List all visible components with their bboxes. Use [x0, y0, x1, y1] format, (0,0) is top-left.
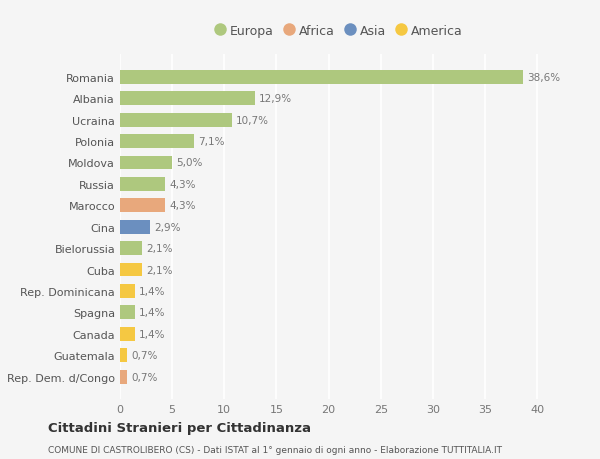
Text: 12,9%: 12,9%: [259, 94, 292, 104]
Text: 38,6%: 38,6%: [527, 73, 560, 83]
Text: 1,4%: 1,4%: [139, 329, 165, 339]
Bar: [120, 135, 194, 149]
Text: 0,7%: 0,7%: [131, 372, 158, 382]
Text: Cittadini Stranieri per Cittadinanza: Cittadini Stranieri per Cittadinanza: [48, 421, 311, 434]
Bar: [120, 220, 150, 234]
Bar: [120, 284, 134, 298]
Bar: [120, 263, 142, 277]
Text: 1,4%: 1,4%: [139, 308, 165, 318]
Bar: [120, 241, 142, 256]
Text: 2,1%: 2,1%: [146, 244, 173, 253]
Text: 2,1%: 2,1%: [146, 265, 173, 275]
Text: 1,4%: 1,4%: [139, 286, 165, 296]
Text: 2,9%: 2,9%: [154, 222, 181, 232]
Legend: Europa, Africa, Asia, America: Europa, Africa, Asia, America: [210, 20, 468, 43]
Bar: [120, 327, 134, 341]
Text: 4,3%: 4,3%: [169, 179, 196, 190]
Bar: [120, 348, 127, 362]
Bar: [120, 71, 523, 84]
Bar: [120, 113, 232, 127]
Text: COMUNE DI CASTROLIBERO (CS) - Dati ISTAT al 1° gennaio di ogni anno - Elaborazio: COMUNE DI CASTROLIBERO (CS) - Dati ISTAT…: [48, 445, 502, 454]
Bar: [120, 199, 165, 213]
Bar: [120, 178, 165, 191]
Text: 10,7%: 10,7%: [236, 115, 269, 125]
Text: 4,3%: 4,3%: [169, 201, 196, 211]
Bar: [120, 370, 127, 384]
Text: 0,7%: 0,7%: [131, 350, 158, 360]
Text: 5,0%: 5,0%: [176, 158, 203, 168]
Bar: [120, 156, 172, 170]
Bar: [120, 306, 134, 319]
Text: 7,1%: 7,1%: [198, 137, 225, 147]
Bar: [120, 92, 254, 106]
